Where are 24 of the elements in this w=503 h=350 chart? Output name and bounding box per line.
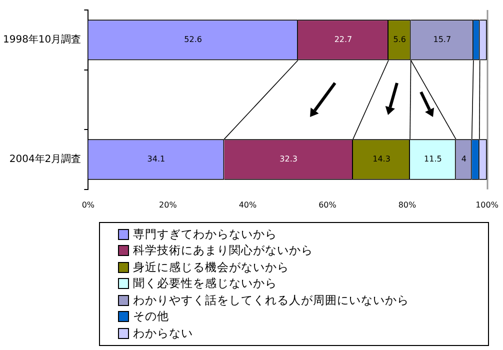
data-label: 11.5 <box>424 154 442 164</box>
data-label: 34.1 <box>147 154 166 164</box>
data-label: 5.6 <box>393 34 406 44</box>
legend-label: その他 <box>133 309 169 324</box>
x-tick-label: 100% <box>476 200 499 210</box>
data-label: 22.7 <box>334 34 352 44</box>
data-label: 32.3 <box>280 154 298 164</box>
legend-label: 科学技術にあまり関心がないから <box>133 243 313 258</box>
x-tick-label: 0% <box>82 200 95 210</box>
y-tick-label: 1998年10月調査 <box>2 33 82 46</box>
x-tick-label: 60% <box>318 200 337 210</box>
legend-label: わかりやすく話をしてくれる人が周囲にいないから <box>133 292 409 308</box>
data-label: 14.3 <box>372 154 390 164</box>
data-label: 4 <box>461 154 466 164</box>
y-tick-label: 2004年2月調査 <box>9 153 82 166</box>
legend-label: 聞く必要性を感じないから <box>133 276 277 292</box>
data-label: 52.6 <box>184 34 202 44</box>
legend-label: 身近に感じる機会がないから <box>133 260 289 275</box>
legend-label: わからない <box>133 326 193 341</box>
x-tick-label: 80% <box>398 200 417 210</box>
legend-label: 専門すぎてわからないから <box>133 226 277 242</box>
x-tick-label: 40% <box>238 200 257 210</box>
data-label: 15.7 <box>433 34 452 44</box>
x-tick-label: 20% <box>159 200 178 210</box>
